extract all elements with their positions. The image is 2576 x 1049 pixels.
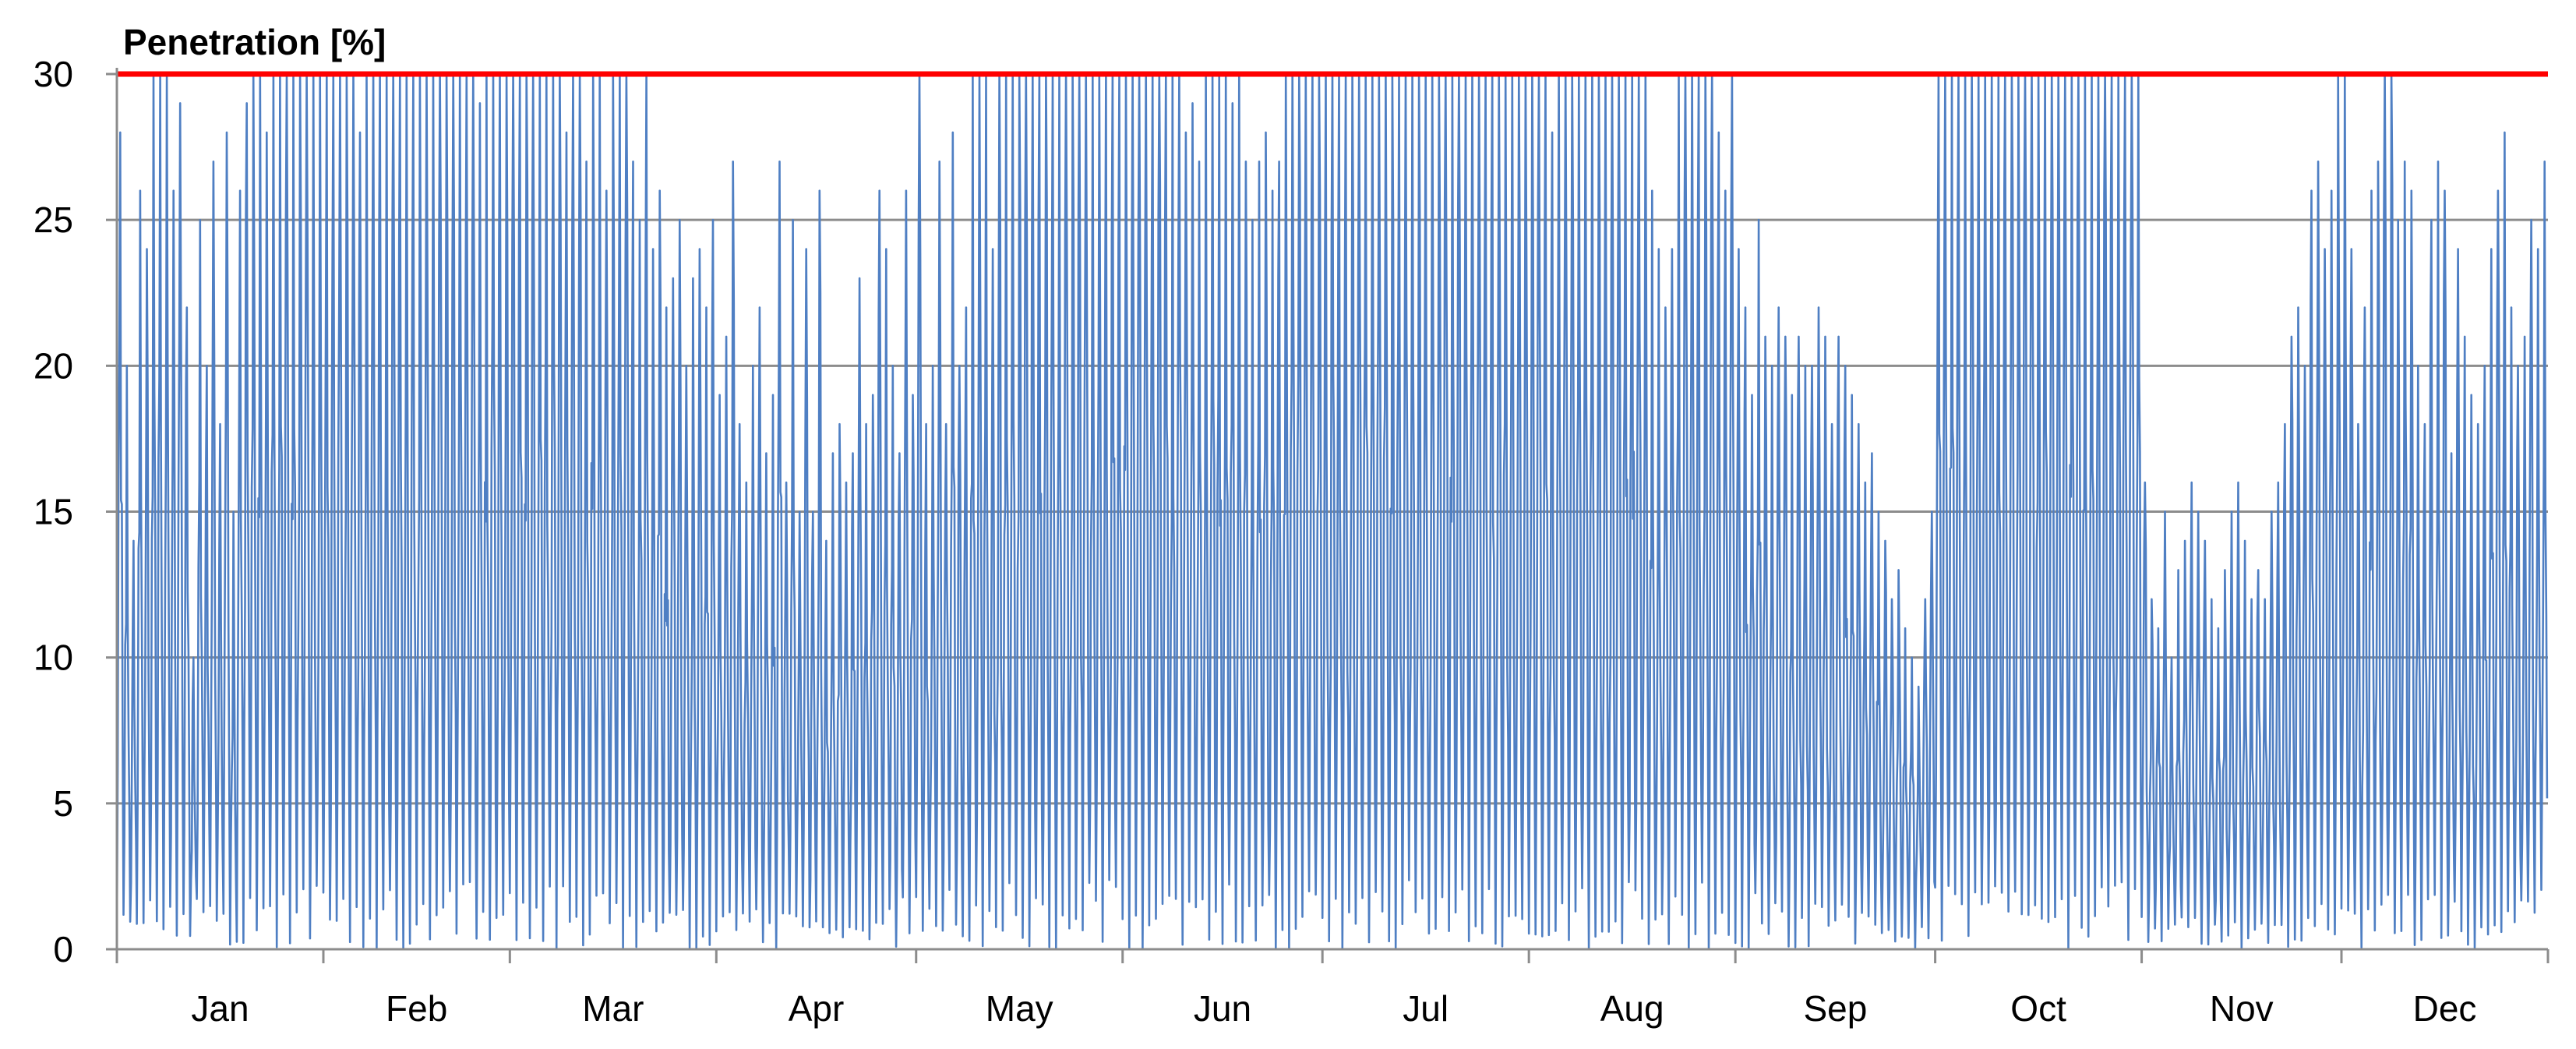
y-tick-label: 5 [53, 783, 73, 824]
x-tick-label-dec: Dec [2413, 988, 2477, 1029]
x-tick-labels: Jan Feb Mar Apr May Jun Jul Aug Sep Oct Nov Dec [191, 988, 2476, 1029]
y-tick-label: 10 [34, 638, 73, 678]
series-penetration [115, 72, 2549, 951]
x-tick-label-feb: Feb [386, 988, 447, 1029]
axes [106, 68, 2550, 963]
x-tick-label-jan: Jan [191, 988, 249, 1029]
x-tick-label-apr: Apr [789, 988, 845, 1029]
y-tick-label: 30 [34, 54, 73, 94]
x-tick-label-oct: Oct [2010, 988, 2066, 1029]
y-tick-label: 20 [34, 345, 73, 386]
x-tick-label-aug: Aug [1600, 988, 1664, 1029]
x-tick-label-may: May [986, 988, 1053, 1029]
y-tick-label: 15 [34, 492, 73, 532]
y-tick-label: 0 [53, 929, 73, 970]
x-tick-label-jul: Jul [1403, 988, 1449, 1029]
x-tick-label-jun: Jun [1194, 988, 1251, 1029]
y-tick-labels: 0 5 10 15 20 25 30 [34, 54, 73, 970]
x-tick-label-mar: Mar [582, 988, 644, 1029]
x-tick-label-nov: Nov [2210, 988, 2274, 1029]
x-tick-label-sep: Sep [1803, 988, 1867, 1029]
series-line [115, 72, 2549, 951]
y-tick-label: 25 [34, 200, 73, 240]
chart-title: Penetration [%] [123, 22, 386, 62]
